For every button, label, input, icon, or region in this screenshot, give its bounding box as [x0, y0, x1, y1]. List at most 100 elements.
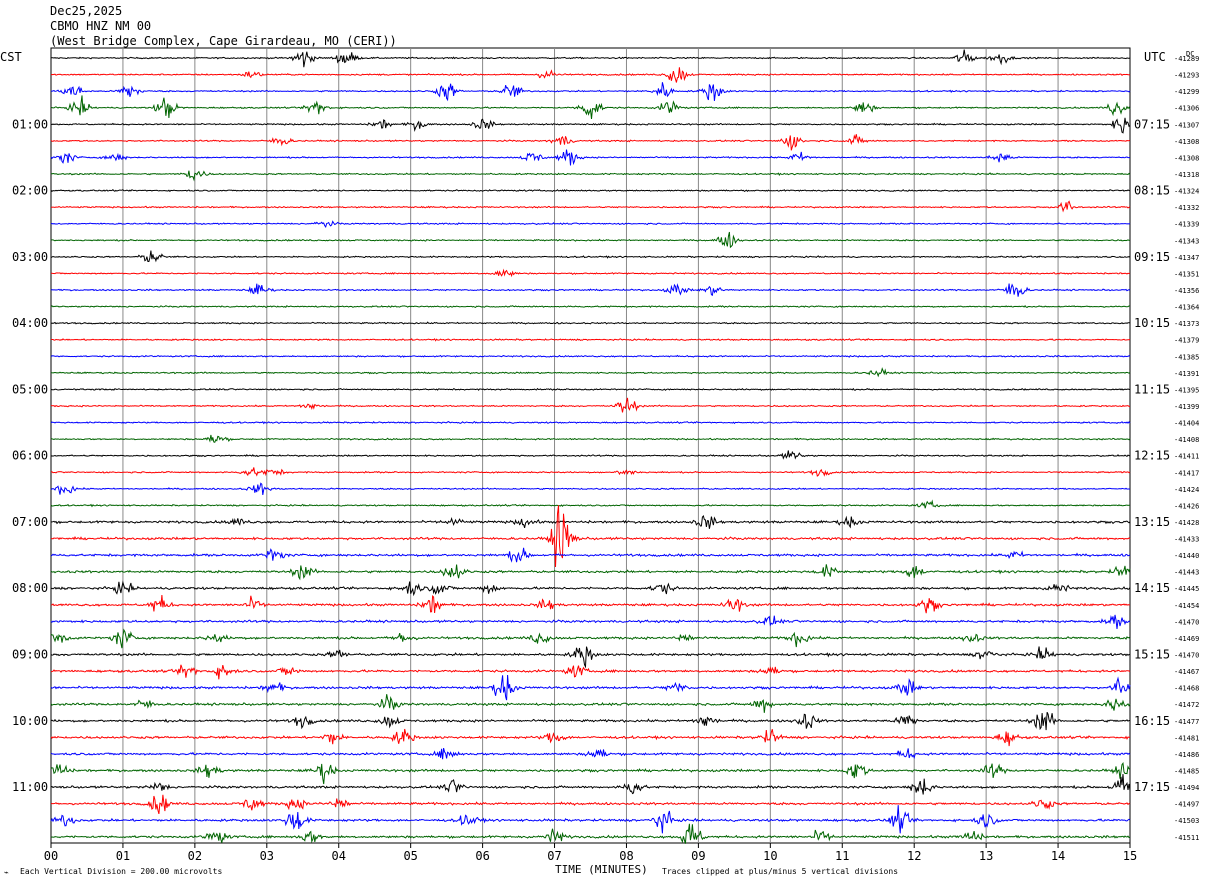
seismogram-trace: [50, 628, 1131, 649]
dc-offset-label: -41433: [1174, 536, 1199, 544]
dc-offset-label: -41307: [1174, 121, 1199, 129]
dc-offset-label: -41497: [1174, 801, 1199, 809]
clip-note: Traces clipped at plus/minus 5 vertical …: [662, 867, 899, 876]
seismogram-trace: [50, 728, 1131, 747]
dc-offset-label: -41391: [1174, 370, 1199, 378]
x-tick-label: 10: [763, 849, 777, 863]
seismogram-trace: [50, 82, 1131, 102]
seismogram-trace: [50, 450, 1131, 460]
x-tick-label: 15: [1123, 849, 1137, 863]
left-time-label: 08:00: [12, 581, 48, 595]
seismogram-trace: [50, 694, 1131, 713]
right-time-label: 08:15: [1134, 184, 1170, 198]
seismogram-trace: [50, 397, 1131, 413]
seismogram-trace: [50, 49, 1131, 68]
x-tick-label: 00: [44, 849, 58, 863]
right-time-label: 11:15: [1134, 382, 1170, 396]
left-time-label: 07:00: [12, 515, 48, 529]
dc-offset-label: -41477: [1174, 718, 1199, 726]
right-time-label: 09:15: [1134, 250, 1170, 264]
dc-offset-label: -41424: [1174, 486, 1199, 494]
seismogram-trace: [50, 200, 1131, 213]
left-time-label: 05:00: [12, 382, 48, 396]
seismogram-trace: [50, 134, 1131, 151]
plot-frame: [50, 47, 1131, 844]
left-time-labels: 01:00 02:00 03:00 04:00 05:00 06:00 07:00 08:00…: [12, 117, 48, 794]
dc-offset-label: -41373: [1174, 320, 1199, 328]
dc-offset-label: -41324: [1174, 188, 1199, 196]
dc-offset-label: -41481: [1174, 734, 1199, 742]
seismogram-trace: [50, 774, 1131, 795]
scale-note: Each Vertical Division = 200.00 microvol…: [20, 867, 223, 876]
right-time-labels: 07:15 08:15 09:15 10:15 11:15 12:15 13:15 14:15…: [1134, 117, 1170, 794]
seismogram-trace: [50, 67, 1131, 83]
seismogram-trace: [50, 387, 1131, 391]
dc-offset-label: -41443: [1174, 569, 1199, 577]
x-tick-label: 13: [979, 849, 993, 863]
seismogram-trace: [50, 305, 1131, 309]
station-label: CBMO HNZ NM 00: [50, 19, 152, 33]
seismogram-trace: [50, 149, 1130, 166]
dc-offset-label: -41428: [1174, 519, 1199, 527]
dc-offset-label: -41426: [1174, 502, 1199, 510]
seismogram-trace: [50, 250, 1131, 263]
dc-offset-label: -41299: [1174, 88, 1199, 96]
left-time-label: 04:00: [12, 316, 48, 330]
dc-offset-label: -41347: [1174, 254, 1199, 262]
left-time-label: 09:00: [12, 648, 48, 662]
left-time-label: 01:00: [12, 117, 48, 131]
x-tick-label: 07: [547, 849, 561, 863]
dc-offset-label: -41364: [1174, 304, 1199, 312]
dc-offset-labels: -41289 -41293 -41299 -41306 -41307 -41308 -413…: [1174, 55, 1199, 842]
dc-offset-label: -41511: [1174, 834, 1199, 842]
dc-offset-label: -41417: [1174, 469, 1199, 477]
right-time-label: 13:15: [1134, 515, 1170, 529]
dc-offset-label: -41408: [1174, 436, 1199, 444]
x-tick-label: 12: [907, 849, 921, 863]
dc-offset-label: -41454: [1174, 602, 1199, 610]
x-tick-label: 02: [188, 849, 202, 863]
seismogram-trace: [50, 580, 1131, 597]
left-time-label: 11:00: [12, 780, 48, 794]
seismogram-trace: [50, 283, 1131, 297]
dc-offset-label: -41467: [1174, 668, 1199, 676]
left-time-label: 10:00: [12, 714, 48, 728]
seismogram-trace: [50, 434, 1131, 443]
dc-offset-label: -41468: [1174, 685, 1199, 693]
dc-offset-label: -41486: [1174, 751, 1199, 759]
dc-offset-label: -41445: [1174, 585, 1199, 593]
seismogram-trace: [50, 95, 1131, 119]
dc-offset-label: -41293: [1174, 72, 1199, 80]
dc-offset-label: -41472: [1174, 701, 1199, 709]
seismogram-trace: [50, 482, 1131, 495]
x-tick-label: 09: [691, 849, 705, 863]
seismogram-trace: [50, 547, 1131, 563]
dc-offset-label: -41470: [1174, 618, 1199, 626]
seismogram-trace: [50, 794, 1131, 815]
x-tick-label: 06: [475, 849, 489, 863]
x-tick-label: 04: [332, 849, 346, 863]
seismogram-trace: [50, 420, 1131, 425]
dc-offset-label: -41485: [1174, 768, 1199, 776]
seismogram-trace: [50, 674, 1131, 701]
seismogram-trace: [50, 117, 1131, 134]
right-time-label: 07:15: [1134, 117, 1170, 131]
right-time-label: 12:15: [1134, 449, 1170, 463]
x-tick-label: 05: [403, 849, 417, 863]
dc-offset-label: -41318: [1174, 171, 1199, 179]
right-time-label: 15:15: [1134, 648, 1170, 662]
seismogram-trace: [50, 231, 1131, 249]
dc-offset-label: -41404: [1174, 420, 1199, 428]
dc-offset-label: -41440: [1174, 552, 1199, 560]
seismogram-trace: [50, 467, 1131, 477]
right-time-label: 17:15: [1134, 780, 1170, 794]
seismogram-trace: [50, 823, 1131, 844]
seismogram-trace: [50, 321, 1131, 325]
dc-offset-label: -41385: [1174, 353, 1199, 361]
seismogram-trace: [50, 220, 1131, 228]
seismogram-trace: [50, 170, 1131, 182]
scale-icon: ⌁: [4, 868, 9, 877]
x-tick-label: 14: [1051, 849, 1065, 863]
x-tick-label: 08: [619, 849, 633, 863]
